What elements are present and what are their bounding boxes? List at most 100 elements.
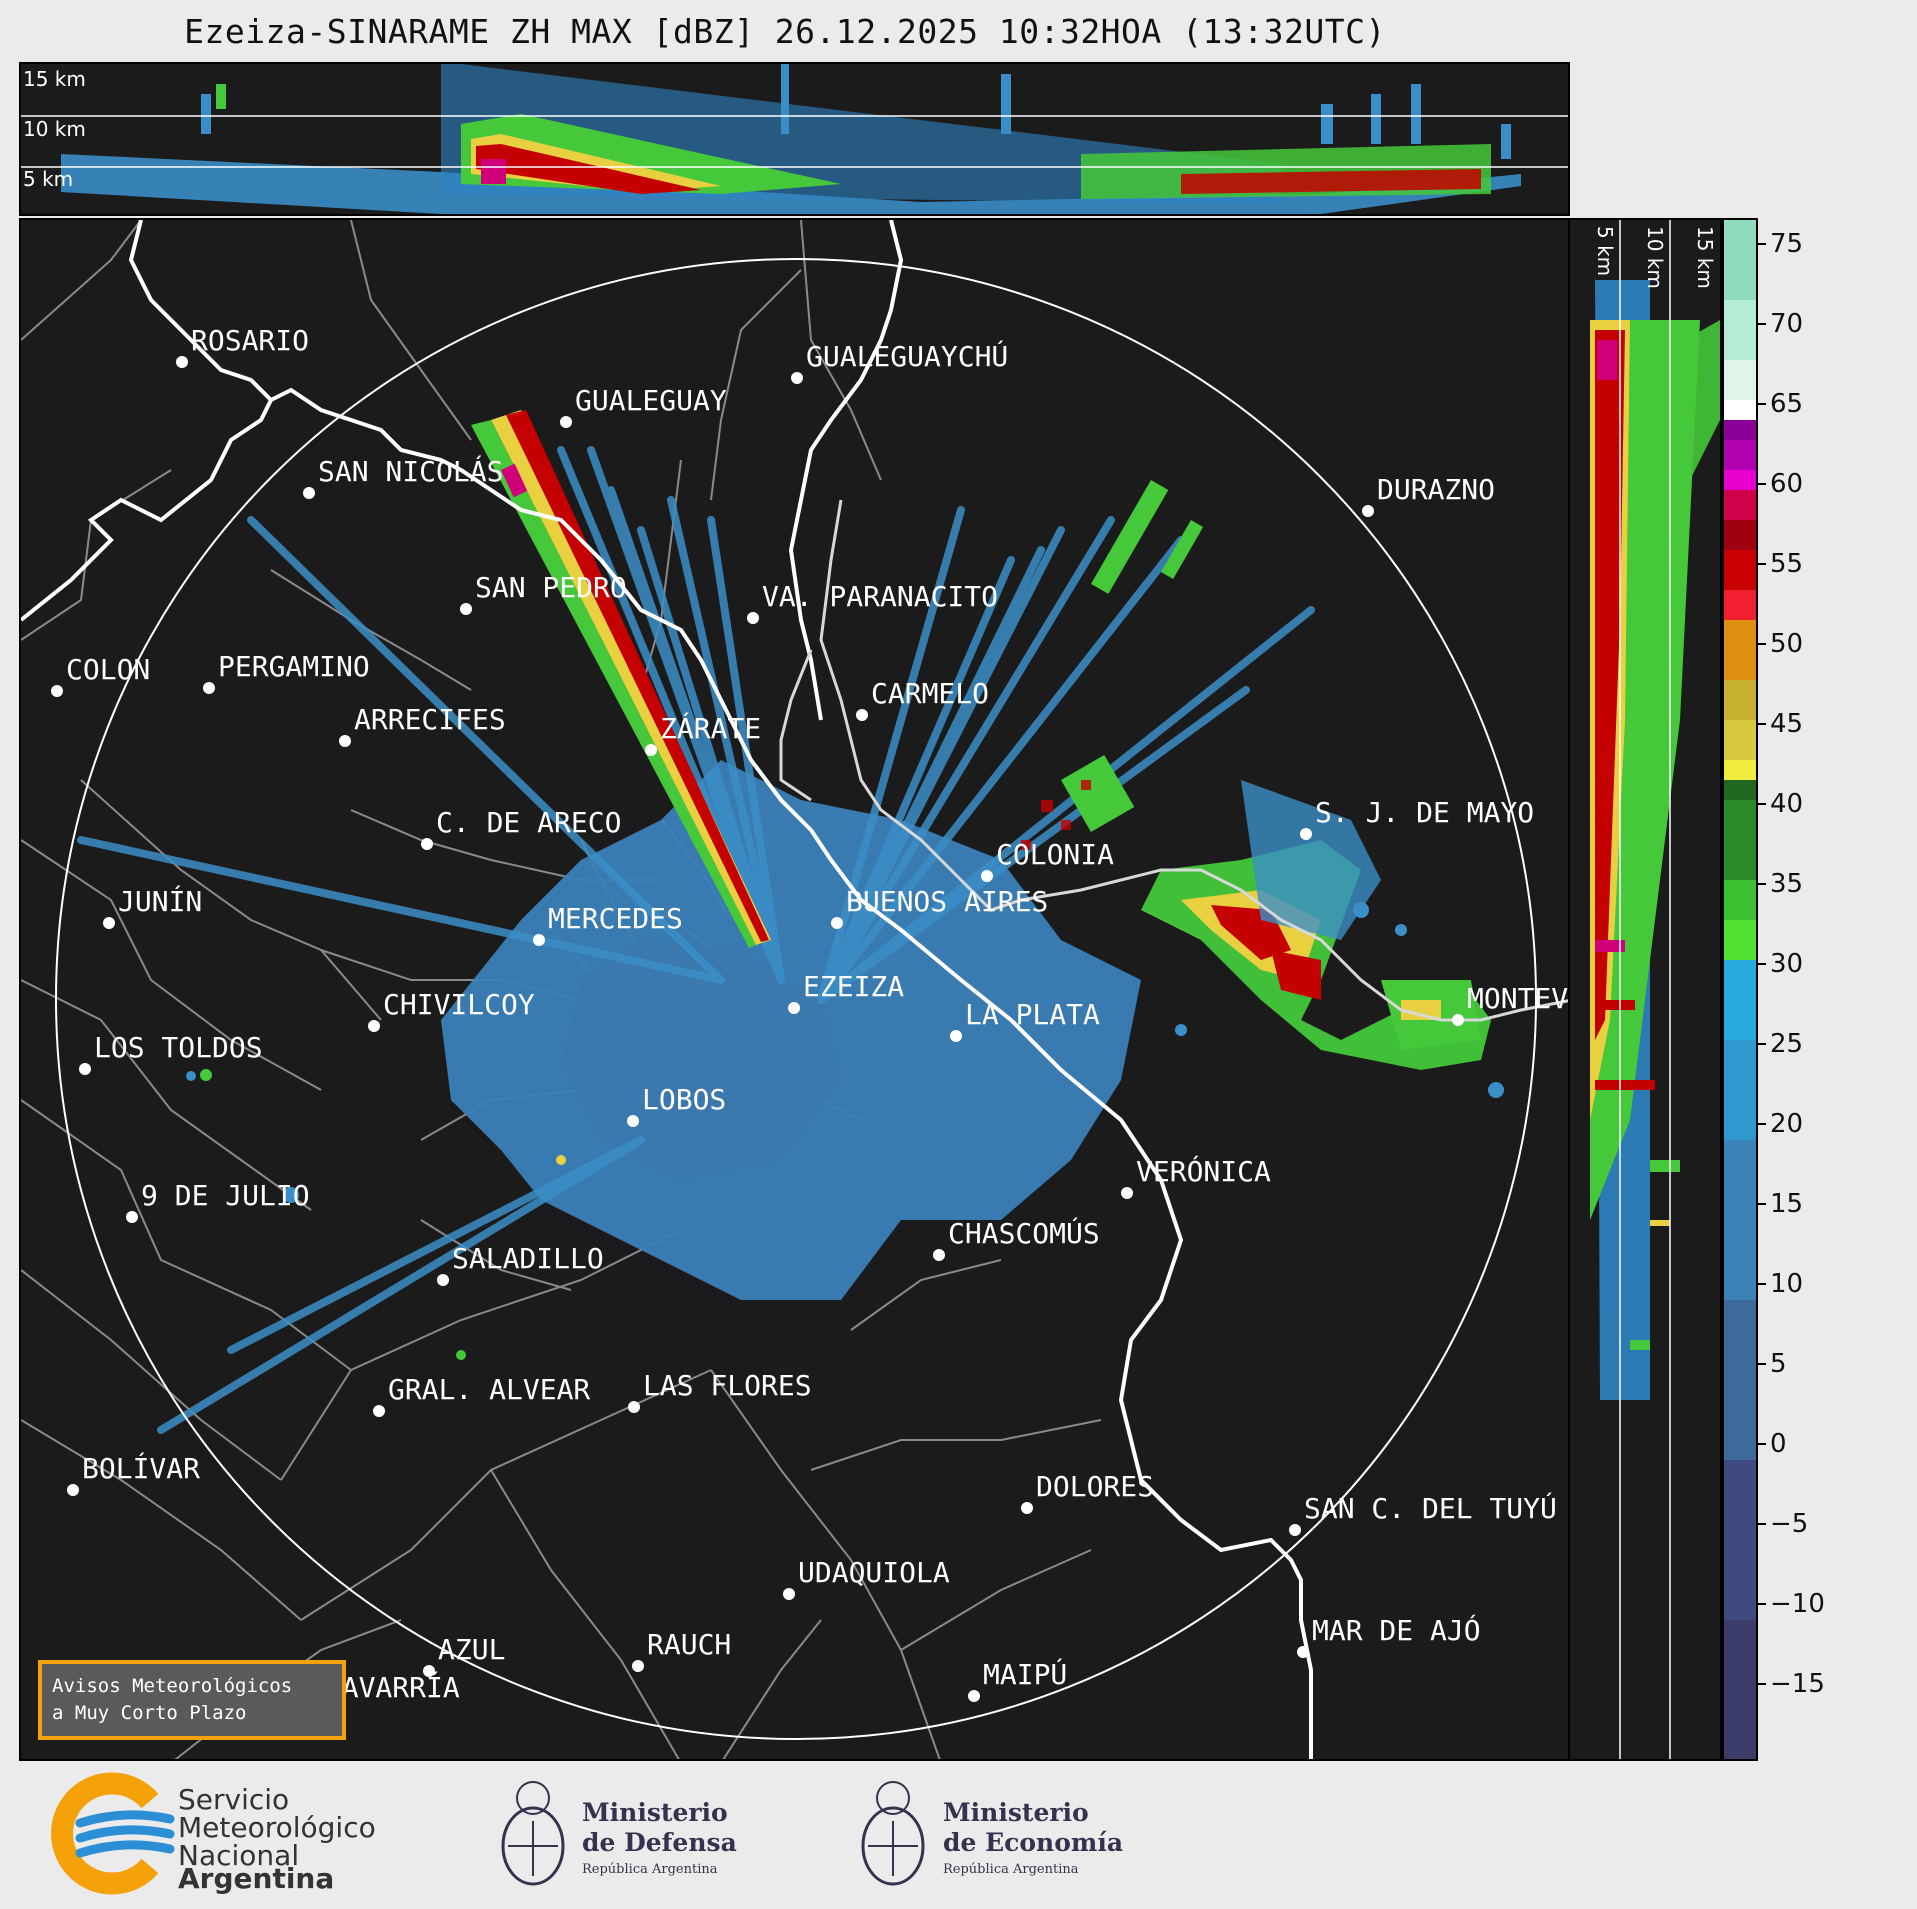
colorbar-label: 75	[1770, 229, 1804, 259]
city-san-nicolas: SAN NICOLÁS	[303, 454, 503, 499]
city-veronica: VERÓNICA	[1121, 1154, 1271, 1199]
svg-text:C. DE ARECO: C. DE ARECO	[436, 806, 621, 839]
svg-text:PERGAMINO: PERGAMINO	[218, 650, 370, 683]
colorbar-label: 5	[1770, 1349, 1787, 1379]
svg-text:SALADILLO: SALADILLO	[452, 1242, 604, 1275]
colorbar-label: −15	[1770, 1669, 1825, 1699]
svg-text:CHASCOMÚS: CHASCOMÚS	[948, 1216, 1100, 1250]
svg-text:LOS TOLDOS: LOS TOLDOS	[94, 1031, 263, 1064]
city-gualeguaychu: GUALEGUAYCHÚ	[791, 339, 1008, 384]
city-durazno: DURAZNO	[1362, 473, 1495, 517]
colorbar-label: 30	[1770, 949, 1804, 979]
warnings-button[interactable]: Avisos Meteorológicos a Muy Corto Plazo	[38, 1660, 346, 1740]
colorbar-label: 60	[1770, 469, 1804, 499]
colorbar-tick	[1758, 1603, 1766, 1605]
smn-logo-arc	[51, 1772, 159, 1895]
city-mercedes: MERCEDES	[533, 902, 683, 946]
city-chivilcoy: CHIVILCOY	[368, 988, 535, 1032]
city-junin: JUNÍN	[103, 884, 202, 929]
city-mar-de-ajo: MAR DE AJÓ	[1297, 1613, 1481, 1658]
colorbar-tick	[1758, 1043, 1766, 1045]
colorbar-tick	[1758, 243, 1766, 245]
colorbar-tick	[1758, 483, 1766, 485]
city-colonia: COLONIA	[981, 838, 1114, 882]
city-zarate: ZÁRATE	[645, 711, 761, 756]
city-gral-alvear: GRAL. ALVEAR	[373, 1373, 590, 1417]
colorbar-tick	[1758, 1123, 1766, 1125]
city-9-de-julio: 9 DE JULIO	[126, 1179, 310, 1223]
radar-echoes	[77, 410, 1504, 1434]
city-saladillo: SALADILLO	[437, 1242, 604, 1286]
svg-text:MAIPÚ: MAIPÚ	[983, 1657, 1067, 1691]
svg-text:MAR DE AJÓ: MAR DE AJÓ	[1312, 1613, 1481, 1647]
svg-text:UDAQUIOLA: UDAQUIOLA	[798, 1556, 950, 1589]
colorbar-tick	[1758, 563, 1766, 565]
height-label: 5 km	[23, 167, 73, 191]
colorbar-label: −10	[1770, 1589, 1825, 1619]
colorbar-tick	[1758, 1443, 1766, 1445]
city-los-toldos: LOS TOLDOS	[79, 1031, 263, 1075]
city-va-paranacito: VA. PARANACITO	[747, 580, 998, 624]
height-label: 10 km	[1643, 226, 1667, 289]
range-ring	[55, 258, 1537, 1740]
city-rosario: ROSARIO	[176, 324, 309, 368]
city-dolores: DOLORES	[1021, 1470, 1154, 1514]
economia-line3: República Argentina	[943, 1862, 1079, 1877]
colorbar-label: 25	[1770, 1029, 1804, 1059]
colorbar-label: 50	[1770, 629, 1804, 659]
smn-logo	[51, 1772, 175, 1895]
defensa-line3: República Argentina	[582, 1862, 718, 1877]
colorbar-tick	[1758, 1283, 1766, 1285]
svg-text:DOLORES: DOLORES	[1036, 1470, 1154, 1503]
colorbar-label: 35	[1770, 869, 1804, 899]
warnings-line1: Avisos Meteorológicos	[52, 1675, 293, 1697]
city-azul: AZUL	[423, 1633, 505, 1677]
city-pergamino: PERGAMINO	[203, 650, 370, 694]
svg-text:CARMELO: CARMELO	[871, 677, 989, 710]
city-chascomus: CHASCOMÚS	[933, 1216, 1100, 1261]
footer: Servicio Meteorológico Nacional Argentin…	[0, 1761, 1917, 1909]
colorbar-tick	[1758, 1523, 1766, 1525]
city-carmelo: CARMELO	[856, 677, 989, 721]
city-gualeguay: GUALEGUAY	[560, 384, 727, 428]
colorbar-label: 10	[1770, 1269, 1804, 1299]
svg-text:GRAL. ALVEAR: GRAL. ALVEAR	[388, 1373, 590, 1406]
colorbar-label: 55	[1770, 549, 1804, 579]
svg-text:ARRECIFES: ARRECIFES	[354, 703, 506, 736]
smn-line3: Nacional	[178, 1839, 299, 1872]
colorbar-tick	[1758, 643, 1766, 645]
svg-text:LAS FLORES: LAS FLORES	[643, 1369, 812, 1402]
svg-text:SAN PEDRO: SAN PEDRO	[475, 571, 627, 604]
city-la-plata: LA PLATA	[950, 998, 1100, 1042]
defensa-line1: Ministerio	[582, 1798, 728, 1827]
svg-text:BOLÍVAR: BOLÍVAR	[82, 1451, 200, 1485]
svg-text:SAN NICOLÁS: SAN NICOLÁS	[318, 454, 503, 488]
svg-text:EZEIZA: EZEIZA	[803, 970, 904, 1003]
svg-text:JUNÍN: JUNÍN	[118, 884, 202, 918]
city-udaquiola: UDAQUIOLA	[783, 1556, 950, 1600]
colorbar-tick	[1758, 1363, 1766, 1365]
shield-icon	[861, 1781, 925, 1886]
svg-text:CHIVILCOY: CHIVILCOY	[383, 988, 535, 1021]
height-label: 15 km	[23, 67, 86, 91]
city-montevideo: MONTEV	[1452, 982, 1568, 1026]
svg-text:SAN C. DEL TUYÚ: SAN C. DEL TUYÚ	[1304, 1491, 1557, 1525]
colorbar-tick	[1758, 1683, 1766, 1685]
shield-icon	[501, 1781, 565, 1886]
colorbar-label: 0	[1770, 1429, 1787, 1459]
colorbar-label: −5	[1770, 1509, 1809, 1539]
colorbar-tick	[1758, 803, 1766, 805]
coastline	[21, 220, 1313, 1759]
side-cross-section: 5 km 10 km 15 km	[1570, 218, 1722, 1761]
svg-text:COLONIA: COLONIA	[996, 838, 1114, 871]
colorbar-label: 20	[1770, 1109, 1804, 1139]
svg-text:LA PLATA: LA PLATA	[965, 998, 1100, 1031]
top-echoes	[61, 64, 1521, 214]
svg-text:MERCEDES: MERCEDES	[548, 902, 683, 935]
economia-line2: de Economía	[943, 1828, 1123, 1857]
city-rauch: RAUCH	[632, 1628, 731, 1672]
svg-text:LOBOS: LOBOS	[642, 1083, 726, 1116]
colorbar-label: 45	[1770, 709, 1804, 739]
page-title: Ezeiza-SINARAME ZH MAX [dBZ] 26.12.2025 …	[184, 12, 1386, 51]
smn-line1: Servicio	[178, 1783, 289, 1816]
